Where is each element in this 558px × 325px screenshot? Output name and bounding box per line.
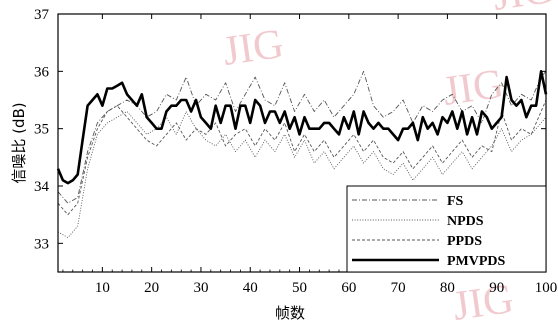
legend: FS NPDS PPDS PMVPDS	[346, 185, 547, 273]
y-tick-label: 37	[34, 7, 50, 23]
y-tick-label: 34	[34, 179, 50, 195]
x-tick-label: 30	[193, 280, 208, 296]
plot-lines	[56, 70, 548, 239]
series-line-pmvpds	[56, 70, 548, 185]
legend-box	[346, 185, 547, 273]
series-line-fs	[57, 70, 547, 204]
watermark-text: JIG	[450, 276, 516, 325]
legend-label-pmvpds: PMVPDS	[447, 254, 506, 269]
x-tick-label: 50	[292, 280, 307, 296]
x-tick-label: 60	[341, 280, 356, 296]
x-tick-label: 90	[489, 280, 504, 296]
x-tick-label: 70	[391, 280, 406, 296]
y-axis-ticks: 33 34 35 36 37	[34, 7, 546, 252]
watermark-text: JIG	[220, 21, 286, 75]
plot-frame	[57, 13, 547, 273]
x-tick-label: 100	[535, 280, 558, 296]
x-tick-label: 40	[243, 280, 258, 296]
y-axis-label: 信噪比 (dB)	[10, 102, 28, 183]
x-tick-label: 80	[440, 280, 455, 296]
watermarks: JIGJIGJIGJIG	[220, 0, 556, 325]
y-tick-label: 35	[34, 122, 49, 138]
x-axis-ticks: 10 20 30 40 50 60 70 80 90 100	[62, 14, 558, 296]
legend-label-npds: NPDS	[447, 214, 484, 229]
watermark-text: JIG	[440, 61, 506, 115]
y-tick-label: 36	[34, 64, 50, 80]
x-tick-label: 10	[95, 280, 110, 296]
legend-label-fs: FS	[447, 194, 464, 209]
x-tick-label: 20	[144, 280, 159, 296]
legend-label-ppds: PPDS	[447, 234, 482, 249]
x-axis-label: 帧数	[275, 304, 305, 322]
y-tick-label: 33	[34, 236, 49, 252]
